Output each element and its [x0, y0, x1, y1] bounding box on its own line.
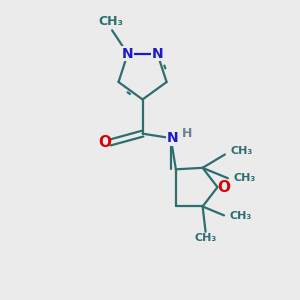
Text: CH₃: CH₃ [233, 173, 256, 183]
Text: CH₃: CH₃ [98, 16, 123, 28]
Text: O: O [98, 135, 111, 150]
Text: N: N [152, 47, 163, 61]
Text: N: N [167, 131, 178, 145]
Text: O: O [218, 180, 230, 195]
Text: CH₃: CH₃ [230, 146, 253, 156]
Text: CH₃: CH₃ [230, 211, 252, 221]
Text: CH₃: CH₃ [194, 233, 217, 243]
Text: N: N [122, 47, 134, 61]
Text: H: H [182, 127, 192, 140]
